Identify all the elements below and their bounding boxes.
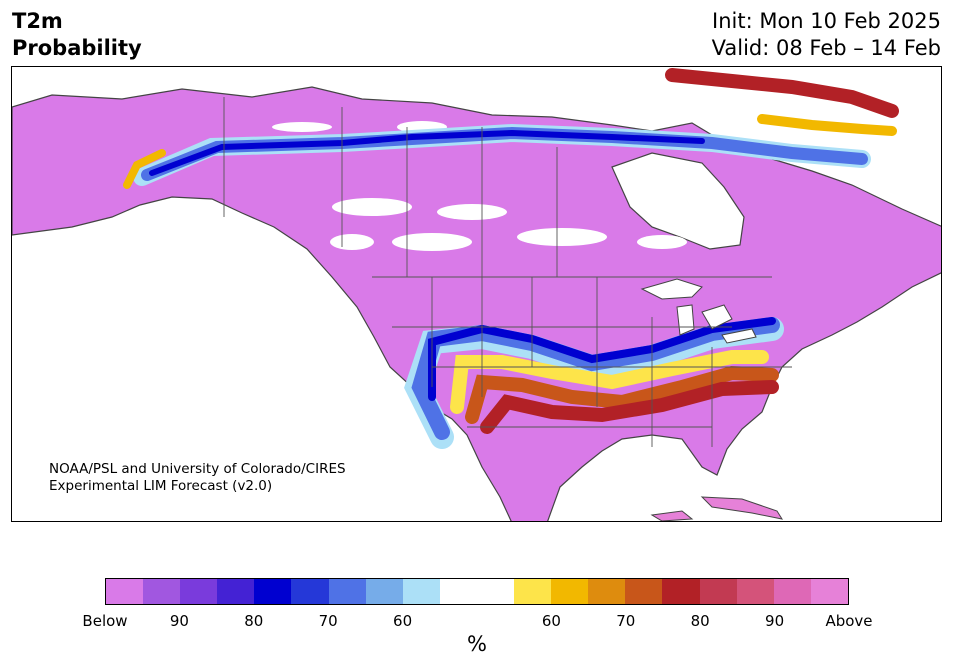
colorbar-segment [588,579,626,604]
colorbar-segment [662,579,700,604]
init-date: Init: Mon 10 Feb 2025 [712,9,941,33]
great-lakes [640,278,757,344]
caribbean-islands [700,496,784,520]
colorbar-segment [402,579,440,604]
probability-map [11,66,942,522]
colorbar-tick-label: 70 [616,612,636,630]
southern-warm-band [450,350,769,414]
colorbar-tick-label: 80 [244,612,264,630]
map-canvas [12,68,941,521]
arctic-warm-band [665,68,899,118]
colorbar-tick-label: 60 [541,612,561,630]
alaska-warm-band [123,149,166,189]
valid-date: Valid: 08 Feb – 14 Feb [711,36,941,60]
colorbar-tick-label: Above [825,612,873,630]
colorbar-segment [106,579,144,604]
credit-text: NOAA/PSL and University of Colorado/CIRE… [49,461,346,495]
variable-title: T2m [12,9,63,33]
colorbar-segment [736,579,774,604]
colorbar-segment [254,579,292,604]
colorbar-tick-label: 70 [318,612,338,630]
colorbar-segment [328,579,366,604]
colorbar-segment [217,579,255,604]
hudson-bay [611,152,745,250]
colorbar-segment [699,579,737,604]
colorbar-tick-label: 80 [690,612,710,630]
date-block: Init: Mon 10 Feb 2025 Valid: 08 Feb – 14… [712,8,941,62]
colorbar-segment [476,579,515,604]
colorbar-segment [143,579,181,604]
colorbar-segment [514,579,552,604]
colorbar-segment [439,579,477,604]
colorbar-segment [180,579,218,604]
credit-line-2: Experimental LIM Forecast (v2.0) [49,478,273,494]
colorbar [105,578,849,605]
colorbar-segment [810,579,848,604]
near-normal-zones [272,121,687,251]
colorbar-segment [625,579,663,604]
product-title: Probability [12,36,142,60]
colorbar-tick-label: 90 [169,612,189,630]
political-borders [223,97,792,447]
colorbar-segment [291,579,329,604]
title-block: T2m Probability [12,8,142,62]
colorbar-segment [365,579,403,604]
colorbar-tick-label: 90 [765,612,785,630]
colorbar-tick-label: 60 [393,612,413,630]
colorbar-segment [773,579,811,604]
credit-line-1: NOAA/PSL and University of Colorado/CIRE… [49,461,346,477]
colorbar-tick-label: Below [82,612,128,630]
colorbar-segment [551,579,589,604]
colorbar-unit: % [467,632,487,656]
